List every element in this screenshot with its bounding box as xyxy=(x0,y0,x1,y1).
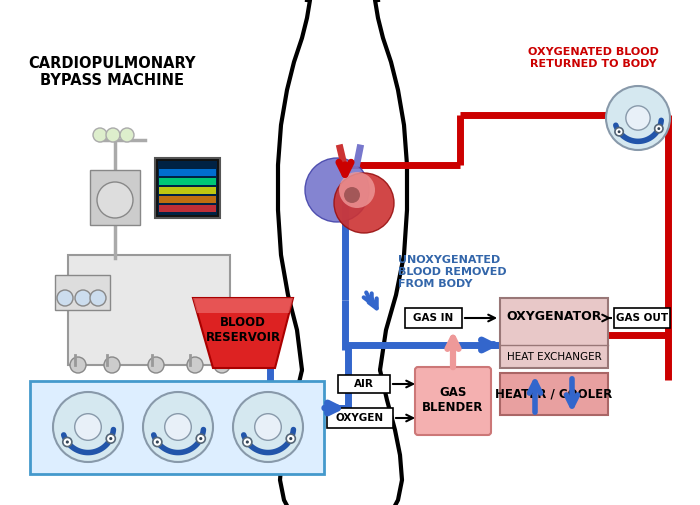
Circle shape xyxy=(53,392,123,462)
Bar xyxy=(159,169,216,176)
Circle shape xyxy=(120,128,134,142)
Circle shape xyxy=(148,357,164,373)
Circle shape xyxy=(75,290,91,306)
Circle shape xyxy=(657,127,660,130)
Text: CARDIOPULMONARY
BYPASS MACHINE: CARDIOPULMONARY BYPASS MACHINE xyxy=(28,56,196,88)
Bar xyxy=(614,308,670,328)
Circle shape xyxy=(243,437,252,446)
Circle shape xyxy=(246,440,249,443)
FancyBboxPatch shape xyxy=(415,367,491,435)
Circle shape xyxy=(70,357,86,373)
Circle shape xyxy=(344,187,360,203)
Text: GAS IN: GAS IN xyxy=(413,313,453,323)
Circle shape xyxy=(106,128,120,142)
Text: GAS OUT: GAS OUT xyxy=(616,313,668,323)
Circle shape xyxy=(286,434,295,443)
Text: GAS
BLENDER: GAS BLENDER xyxy=(422,386,484,414)
Bar xyxy=(68,255,230,365)
Circle shape xyxy=(334,173,394,233)
Circle shape xyxy=(255,414,281,440)
Bar xyxy=(90,170,140,225)
Circle shape xyxy=(63,437,72,446)
Text: UNOXYGENATED
BLOOD REMOVED
FROM BODY: UNOXYGENATED BLOOD REMOVED FROM BODY xyxy=(398,256,507,288)
Circle shape xyxy=(156,440,159,443)
Bar xyxy=(405,308,462,328)
Circle shape xyxy=(57,290,73,306)
Bar xyxy=(159,178,216,185)
Bar xyxy=(155,158,220,218)
Text: HEATER / COOLER: HEATER / COOLER xyxy=(496,387,612,400)
Circle shape xyxy=(97,182,133,218)
Circle shape xyxy=(164,414,191,440)
Bar xyxy=(159,187,216,194)
Circle shape xyxy=(305,158,369,222)
Circle shape xyxy=(289,437,293,440)
Circle shape xyxy=(617,130,620,133)
Text: AIR: AIR xyxy=(354,379,374,389)
Circle shape xyxy=(654,124,663,133)
Circle shape xyxy=(615,128,623,136)
Bar xyxy=(327,408,393,428)
Text: HEAT EXCHANGER: HEAT EXCHANGER xyxy=(507,352,601,362)
Text: OXYGEN: OXYGEN xyxy=(336,413,384,423)
Circle shape xyxy=(66,440,69,443)
Circle shape xyxy=(233,392,303,462)
Circle shape xyxy=(93,128,107,142)
Bar xyxy=(55,275,110,310)
Circle shape xyxy=(199,437,202,440)
Text: OXYGENATED BLOOD
RETURNED TO BODY: OXYGENATED BLOOD RETURNED TO BODY xyxy=(528,47,659,69)
Circle shape xyxy=(143,392,213,462)
Bar xyxy=(158,161,217,215)
Circle shape xyxy=(626,106,650,130)
Bar xyxy=(500,298,608,368)
Circle shape xyxy=(90,290,106,306)
Bar xyxy=(159,205,216,212)
Bar xyxy=(338,375,390,393)
Circle shape xyxy=(153,437,162,446)
Circle shape xyxy=(106,434,116,443)
Text: OXYGENATOR: OXYGENATOR xyxy=(506,310,602,323)
Text: BLOOD
RESERVOIR: BLOOD RESERVOIR xyxy=(205,316,281,344)
Bar xyxy=(159,196,216,203)
Circle shape xyxy=(109,437,112,440)
Circle shape xyxy=(339,172,375,208)
Circle shape xyxy=(75,414,101,440)
FancyBboxPatch shape xyxy=(30,381,324,474)
Polygon shape xyxy=(193,298,293,313)
Polygon shape xyxy=(193,298,293,368)
Circle shape xyxy=(606,86,670,150)
Circle shape xyxy=(214,357,230,373)
Circle shape xyxy=(104,357,120,373)
Circle shape xyxy=(187,357,203,373)
Circle shape xyxy=(196,434,205,443)
Bar xyxy=(500,373,608,415)
